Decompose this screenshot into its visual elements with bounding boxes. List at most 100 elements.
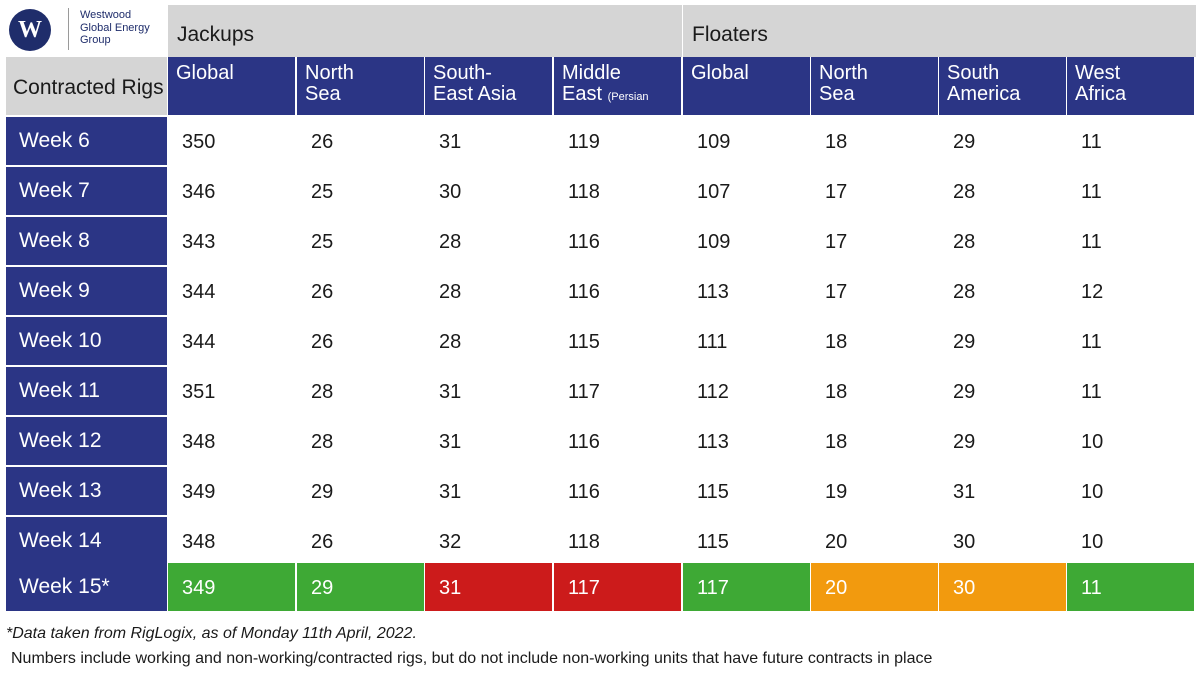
table-cell: 19 bbox=[811, 467, 938, 515]
table-cell: 115 bbox=[683, 517, 810, 565]
table-cell: 12 bbox=[1067, 267, 1194, 315]
table-cell: 28 bbox=[939, 167, 1066, 215]
table-cell: 116 bbox=[554, 467, 681, 515]
table-cell: 29 bbox=[939, 317, 1066, 365]
table-cell: 344 bbox=[168, 267, 295, 315]
table-cell-highlight: 11 bbox=[1067, 563, 1194, 611]
methodology-note: Numbers include working and non-working/… bbox=[11, 650, 933, 667]
table-cell: 18 bbox=[811, 417, 938, 465]
row-week-label: Week 12 bbox=[6, 417, 167, 465]
table-cell: 29 bbox=[939, 367, 1066, 415]
table-cell: 116 bbox=[554, 267, 681, 315]
table-cell: 31 bbox=[425, 417, 552, 465]
table-cell: 343 bbox=[168, 217, 295, 265]
row-week-label-highlight: Week 15* bbox=[6, 563, 167, 611]
table-cell: 28 bbox=[939, 267, 1066, 315]
table-cell: 26 bbox=[297, 517, 424, 565]
table-cell: 11 bbox=[1067, 167, 1194, 215]
table-cell: 28 bbox=[425, 217, 552, 265]
table-cell: 10 bbox=[1067, 517, 1194, 565]
group-header-floaters: Floaters bbox=[683, 5, 1196, 57]
table-cell: 18 bbox=[811, 317, 938, 365]
column-header-label: South America bbox=[947, 62, 1021, 105]
table-cell: 17 bbox=[811, 217, 938, 265]
table-cell: 32 bbox=[425, 517, 552, 565]
table-cell: 28 bbox=[939, 217, 1066, 265]
table-cell: 351 bbox=[168, 367, 295, 415]
westwood-logo: W Westwood Global Energy Group bbox=[0, 0, 168, 57]
column-header-label: Global bbox=[691, 62, 749, 84]
table-cell-highlight: 20 bbox=[811, 563, 938, 611]
table-cell: 112 bbox=[683, 367, 810, 415]
row-week-label: Week 11 bbox=[6, 367, 167, 415]
table-cell: 107 bbox=[683, 167, 810, 215]
table-cell: 348 bbox=[168, 417, 295, 465]
table-cell: 28 bbox=[425, 267, 552, 315]
table-cell-highlight: 117 bbox=[683, 563, 810, 611]
table-cell: 29 bbox=[939, 117, 1066, 165]
table-cell: 11 bbox=[1067, 367, 1194, 415]
table-cell: 31 bbox=[425, 117, 552, 165]
table-cell: 118 bbox=[554, 517, 681, 565]
table-cell-highlight: 117 bbox=[554, 563, 681, 611]
column-header: Global bbox=[168, 57, 295, 115]
row-header-label: Contracted Rigs bbox=[6, 57, 167, 115]
table-cell: 10 bbox=[1067, 417, 1194, 465]
table-cell: 29 bbox=[297, 467, 424, 515]
table-cell: 11 bbox=[1067, 117, 1194, 165]
table-cell-highlight: 31 bbox=[425, 563, 552, 611]
table-cell: 26 bbox=[297, 267, 424, 315]
column-header-label: South-East Asia bbox=[433, 62, 517, 105]
table-cell: 25 bbox=[297, 167, 424, 215]
table-cell: 113 bbox=[683, 267, 810, 315]
row-week-label: Week 13 bbox=[6, 467, 167, 515]
table-cell: 118 bbox=[554, 167, 681, 215]
table-cell: 117 bbox=[554, 367, 681, 415]
table-cell: 26 bbox=[297, 317, 424, 365]
table-cell: 109 bbox=[683, 217, 810, 265]
column-header: South-East Asia bbox=[425, 57, 552, 115]
table-cell: 349 bbox=[168, 467, 295, 515]
table-cell: 28 bbox=[297, 417, 424, 465]
table-cell: 348 bbox=[168, 517, 295, 565]
logo-mark: W bbox=[9, 9, 51, 51]
row-week-label: Week 8 bbox=[6, 217, 167, 265]
table-cell: 11 bbox=[1067, 217, 1194, 265]
table-cell: 31 bbox=[939, 467, 1066, 515]
table-cell: 115 bbox=[683, 467, 810, 515]
row-week-label: Week 10 bbox=[6, 317, 167, 365]
table-cell-highlight: 30 bbox=[939, 563, 1066, 611]
table-cell: 26 bbox=[297, 117, 424, 165]
row-week-label: Week 9 bbox=[6, 267, 167, 315]
table-cell: 350 bbox=[168, 117, 295, 165]
column-header: North Sea bbox=[811, 57, 938, 115]
table-cell: 17 bbox=[811, 267, 938, 315]
column-header: Middle East (Persian Gulf) bbox=[554, 57, 681, 127]
column-header: North Sea bbox=[297, 57, 424, 115]
table-cell: 346 bbox=[168, 167, 295, 215]
table-cell-highlight: 349 bbox=[168, 563, 295, 611]
column-header-label: Global bbox=[176, 62, 234, 84]
group-header-jackups: Jackups bbox=[168, 5, 682, 57]
column-header: South America bbox=[939, 57, 1066, 115]
table-cell: 28 bbox=[425, 317, 552, 365]
table-cell: 30 bbox=[939, 517, 1066, 565]
table-cell: 109 bbox=[683, 117, 810, 165]
table-cell: 31 bbox=[425, 467, 552, 515]
column-header-label: North Sea bbox=[819, 62, 868, 105]
column-header: West Africa bbox=[1067, 57, 1194, 115]
table-cell: 17 bbox=[811, 167, 938, 215]
table-cell: 10 bbox=[1067, 467, 1194, 515]
table-cell: 115 bbox=[554, 317, 681, 365]
table-cell: 30 bbox=[425, 167, 552, 215]
row-week-label: Week 14 bbox=[6, 517, 167, 565]
column-header-label: Middle East bbox=[562, 62, 621, 105]
table-cell: 29 bbox=[939, 417, 1066, 465]
logo-divider bbox=[68, 8, 69, 50]
table-cell: 11 bbox=[1067, 317, 1194, 365]
row-week-label: Week 6 bbox=[6, 117, 167, 165]
table-cell: 31 bbox=[425, 367, 552, 415]
table-cell: 111 bbox=[683, 317, 810, 365]
table-cell: 119 bbox=[554, 117, 681, 165]
logo-wordmark: Westwood Global Energy Group bbox=[80, 9, 150, 46]
